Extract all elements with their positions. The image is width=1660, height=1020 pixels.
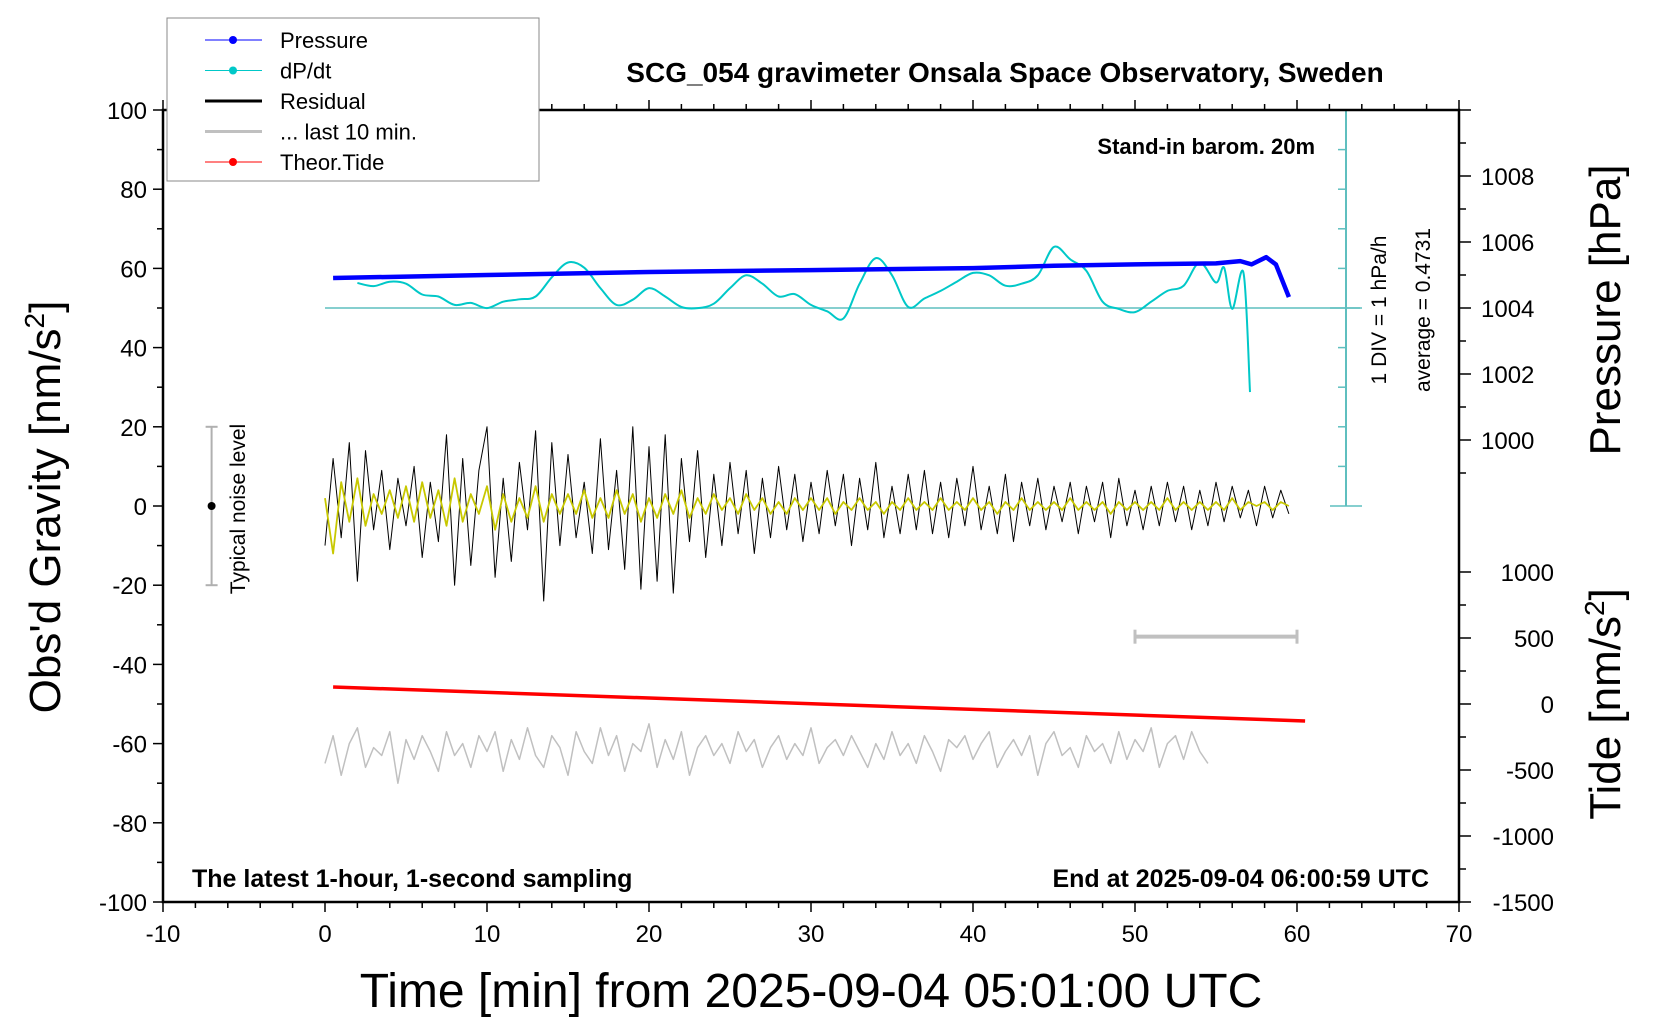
x-axis-label: Time [min] from 2025-09-04 05:01:00 UTC bbox=[360, 965, 1263, 1018]
x-tick-label: 50 bbox=[1122, 921, 1149, 948]
tide-line bbox=[333, 685, 1306, 723]
legend-marker bbox=[229, 158, 237, 166]
barometer-note: Stand-in barom. 20m bbox=[1097, 134, 1315, 159]
tide-tick-label: -1500 bbox=[1493, 890, 1554, 917]
y-tick-label: 80 bbox=[120, 177, 147, 204]
sampling-note: The latest 1-hour, 1-second sampling bbox=[192, 865, 632, 893]
x-tick-label: 60 bbox=[1284, 921, 1311, 948]
pressure-line bbox=[333, 254, 1291, 298]
tide-tick-label: 0 bbox=[1541, 692, 1554, 719]
tide-tick-label: 1000 bbox=[1501, 560, 1554, 587]
x-tick-label: 20 bbox=[636, 921, 663, 948]
x-tick-label: -10 bbox=[146, 921, 181, 948]
residual-filtered-line bbox=[324, 477, 1290, 555]
legend: Pressure dP/dt Residual ... last 10 min. The… bbox=[166, 17, 540, 182]
y-axis-label-pressure: Pressure [hPa] bbox=[1581, 164, 1630, 455]
plot-frame bbox=[161, 108, 1461, 904]
x-tick-label: 0 bbox=[318, 921, 331, 948]
pressure-tick-label: 1008 bbox=[1481, 164, 1534, 191]
x-tick-label: 40 bbox=[960, 921, 987, 948]
tide-tick-label: -1000 bbox=[1493, 824, 1554, 851]
y-tick-label: -80 bbox=[112, 811, 147, 838]
y-tick-label: -60 bbox=[112, 732, 147, 759]
legend-label: dP/dt bbox=[280, 59, 331, 84]
last10-line bbox=[324, 723, 1209, 784]
chart-title: SCG_054 gravimeter Onsala Space Observat… bbox=[626, 57, 1383, 88]
y-tick-label: 20 bbox=[120, 415, 147, 442]
y-tick-label: -100 bbox=[99, 890, 147, 917]
legend-label: Theor.Tide bbox=[280, 150, 384, 175]
y-tick-label: 40 bbox=[120, 336, 147, 363]
y-axis-label-tide: Tide [nm/s2] bbox=[1579, 588, 1630, 820]
legend-marker bbox=[229, 66, 237, 75]
noise-level-dot bbox=[207, 502, 216, 510]
legend-marker bbox=[229, 36, 237, 44]
pressure-tick-label: 1006 bbox=[1481, 230, 1534, 257]
y-tick-label: -20 bbox=[112, 573, 147, 600]
legend-label: Residual bbox=[280, 89, 366, 114]
pressure-tick-label: 1002 bbox=[1481, 362, 1534, 389]
residual-line bbox=[324, 426, 1290, 602]
tide-tick-label: -500 bbox=[1506, 758, 1554, 785]
y-axis-label-left: Obs'd Gravity [nm/s2] bbox=[19, 301, 70, 714]
x-tick-label: 30 bbox=[798, 921, 825, 948]
div-label: 1 DIV = 1 hPa/h bbox=[1368, 236, 1391, 385]
tide-tick-label: 500 bbox=[1514, 626, 1554, 653]
y-tick-label: 60 bbox=[120, 256, 147, 283]
y-tick-label: -40 bbox=[112, 652, 147, 679]
end-time-note: End at 2025-09-04 06:00:59 UTC bbox=[1052, 865, 1429, 893]
pressure-tick-label: 1000 bbox=[1481, 428, 1534, 455]
noise-level-label: Typical noise level bbox=[227, 424, 250, 594]
legend-label: Pressure bbox=[280, 28, 368, 53]
pressure-tick-label: 1004 bbox=[1481, 296, 1534, 323]
x-tick-label: 70 bbox=[1446, 921, 1473, 948]
dpdt-line bbox=[357, 245, 1251, 393]
legend-label: ... last 10 min. bbox=[280, 120, 417, 145]
x-tick-label: 10 bbox=[474, 921, 501, 948]
average-label: average = 0.4731 bbox=[1412, 228, 1435, 392]
y-tick-label: 0 bbox=[134, 494, 147, 521]
y-tick-label: 100 bbox=[107, 98, 147, 125]
